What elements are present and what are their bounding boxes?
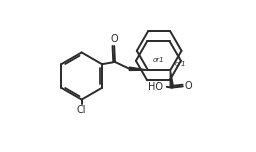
Text: or1: or1 [152, 57, 164, 63]
Text: HO: HO [148, 82, 163, 92]
Text: or1: or1 [175, 61, 186, 67]
Text: O: O [184, 81, 192, 91]
Polygon shape [129, 67, 148, 70]
Text: O: O [110, 34, 118, 44]
Polygon shape [170, 70, 174, 88]
Text: Cl: Cl [76, 105, 86, 115]
